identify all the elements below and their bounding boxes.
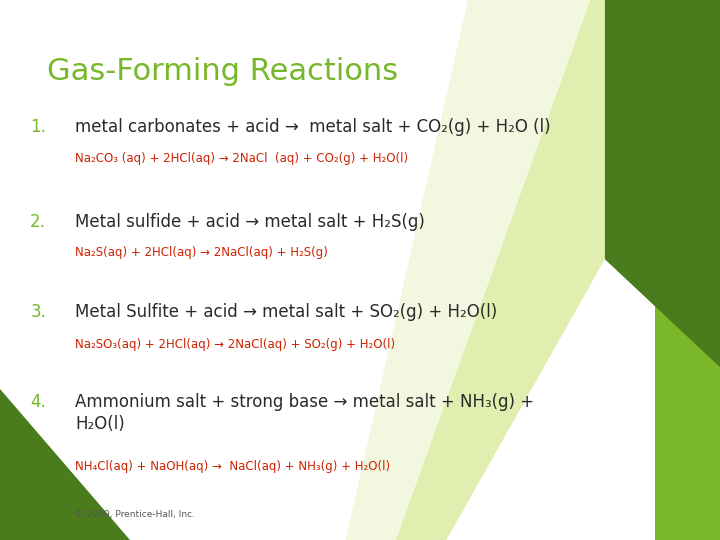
Polygon shape bbox=[605, 0, 720, 367]
Text: Gas-Forming Reactions: Gas-Forming Reactions bbox=[47, 57, 398, 86]
Text: 3.: 3. bbox=[30, 303, 46, 321]
Polygon shape bbox=[274, 0, 590, 540]
Text: Metal Sulfite + acid → metal salt + SO₂(g) + H₂O(l): Metal Sulfite + acid → metal salt + SO₂(… bbox=[75, 303, 497, 321]
Text: Na₂SO₃(aq) + 2HCl(aq) → 2NaCl(aq) + SO₂(g) + H₂O(l): Na₂SO₃(aq) + 2HCl(aq) → 2NaCl(aq) + SO₂(… bbox=[75, 338, 395, 351]
Text: 1.: 1. bbox=[30, 118, 46, 136]
Text: metal carbonates + acid →  metal salt + CO₂(g) + H₂O (l): metal carbonates + acid → metal salt + C… bbox=[75, 118, 551, 136]
Polygon shape bbox=[0, 389, 130, 540]
Polygon shape bbox=[655, 0, 720, 540]
Text: NH₄Cl(aq) + NaOH(aq) →  NaCl(aq) + NH₃(g) + H₂O(l): NH₄Cl(aq) + NaOH(aq) → NaCl(aq) + NH₃(g)… bbox=[75, 460, 390, 473]
Text: Ammonium salt + strong base → metal salt + NH₃(g) +
H₂O(l): Ammonium salt + strong base → metal salt… bbox=[75, 393, 534, 433]
Text: Na₂CO₃ (aq) + 2HCl(aq) → 2NaCl  (aq) + CO₂(g) + H₂O(l): Na₂CO₃ (aq) + 2HCl(aq) → 2NaCl (aq) + CO… bbox=[75, 152, 408, 165]
Polygon shape bbox=[346, 0, 605, 540]
Text: Metal sulfide + acid → metal salt + H₂S(g): Metal sulfide + acid → metal salt + H₂S(… bbox=[75, 213, 425, 231]
Text: 4.: 4. bbox=[30, 393, 46, 411]
Text: © 2009, Prentice-Hall, Inc.: © 2009, Prentice-Hall, Inc. bbox=[75, 510, 195, 519]
Text: 2.: 2. bbox=[30, 213, 46, 231]
Text: Na₂S(aq) + 2HCl(aq) → 2NaCl(aq) + H₂S(g): Na₂S(aq) + 2HCl(aq) → 2NaCl(aq) + H₂S(g) bbox=[75, 246, 328, 259]
